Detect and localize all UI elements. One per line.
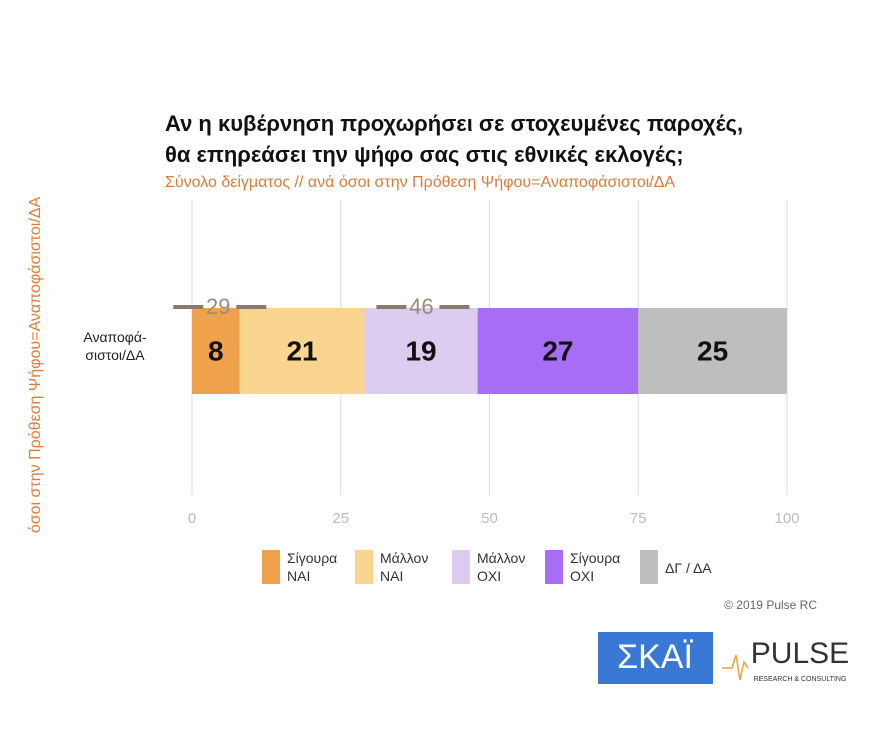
bar-segment [477,308,639,394]
value-label: 19 [405,335,436,366]
legend-label: Σίγουρα ΝΑΙ [287,550,338,584]
bar-segment [239,308,365,394]
legend-swatch [545,550,563,584]
copyright: © 2019 Pulse RC [724,598,817,612]
x-tick-label: 25 [332,510,349,527]
pulse-logo-text: PULSE [751,637,849,670]
legend-label: Μάλλον ΟΧΙ [477,550,526,584]
chart-title: θα επηρεάσει την ψήφο σας στις εθνικές ε… [165,142,684,167]
skai-logo [598,632,713,684]
value-label: 25 [697,335,728,366]
x-tick-label: 75 [630,510,647,527]
legend-label: ΔΓ / ΔΑ [665,560,712,576]
x-tick-label: 0 [188,510,196,527]
legend-swatch [262,550,280,584]
group-total: 46 [409,294,433,319]
value-label: 21 [286,335,317,366]
y-axis-label: όσοι στην Πρόθεση Ψήφου=Αναποφάσιστοι/ΔΑ [27,197,44,534]
pulse-logo-icon [722,654,749,681]
legend-swatch [452,550,470,584]
bar-segment [192,308,240,394]
legend-swatch [355,550,373,584]
skai-logo-text: ΣΚΑΪ [617,638,693,676]
legend-swatch [640,550,658,584]
bar-segment [364,308,478,394]
value-label: 8 [208,335,224,366]
pulse-logo-sub: RESEARCH & CONSULTING [754,676,847,683]
bar-segment [638,308,787,394]
chart-subtitle: Σύνολο δείγματος // ανά όσοι στην Πρόθεσ… [165,174,675,191]
x-tick-label: 50 [481,510,498,527]
legend-label: Μάλλον ΝΑΙ [380,550,429,584]
group-total: 29 [206,294,230,319]
value-label: 27 [542,335,573,366]
legend-label: Σίγουρα ΟΧΙ [570,550,621,584]
chart-title: Αν η κυβέρνηση προχωρήσει σε στοχευμένες… [165,111,743,136]
x-tick-label: 100 [774,510,799,527]
y-tick-label: Αναποφά- σιστοι/ΔΑ [83,329,147,363]
